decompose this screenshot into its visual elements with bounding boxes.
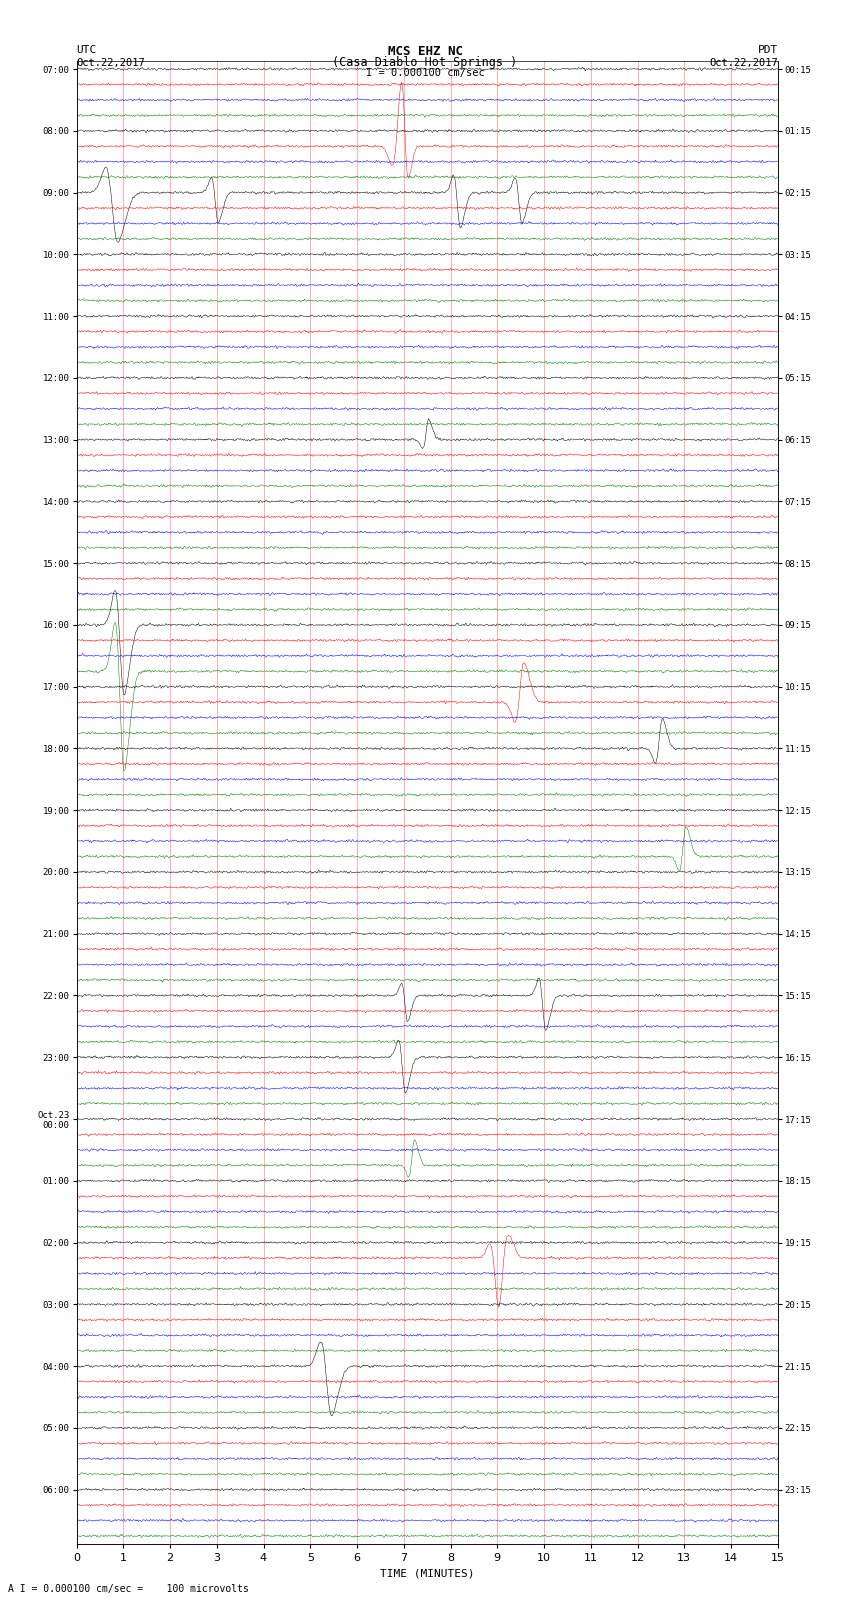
Text: A I = 0.000100 cm/sec =    100 microvolts: A I = 0.000100 cm/sec = 100 microvolts — [8, 1584, 249, 1594]
Text: Oct.22,2017: Oct.22,2017 — [76, 58, 145, 68]
Text: UTC: UTC — [76, 45, 97, 55]
Text: PDT: PDT — [757, 45, 778, 55]
Text: I = 0.000100 cm/sec: I = 0.000100 cm/sec — [366, 68, 484, 77]
Text: MCS EHZ NC: MCS EHZ NC — [388, 45, 462, 58]
X-axis label: TIME (MINUTES): TIME (MINUTES) — [380, 1568, 474, 1578]
Text: Oct.22,2017: Oct.22,2017 — [709, 58, 778, 68]
Text: (Casa Diablo Hot Springs ): (Casa Diablo Hot Springs ) — [332, 56, 518, 69]
